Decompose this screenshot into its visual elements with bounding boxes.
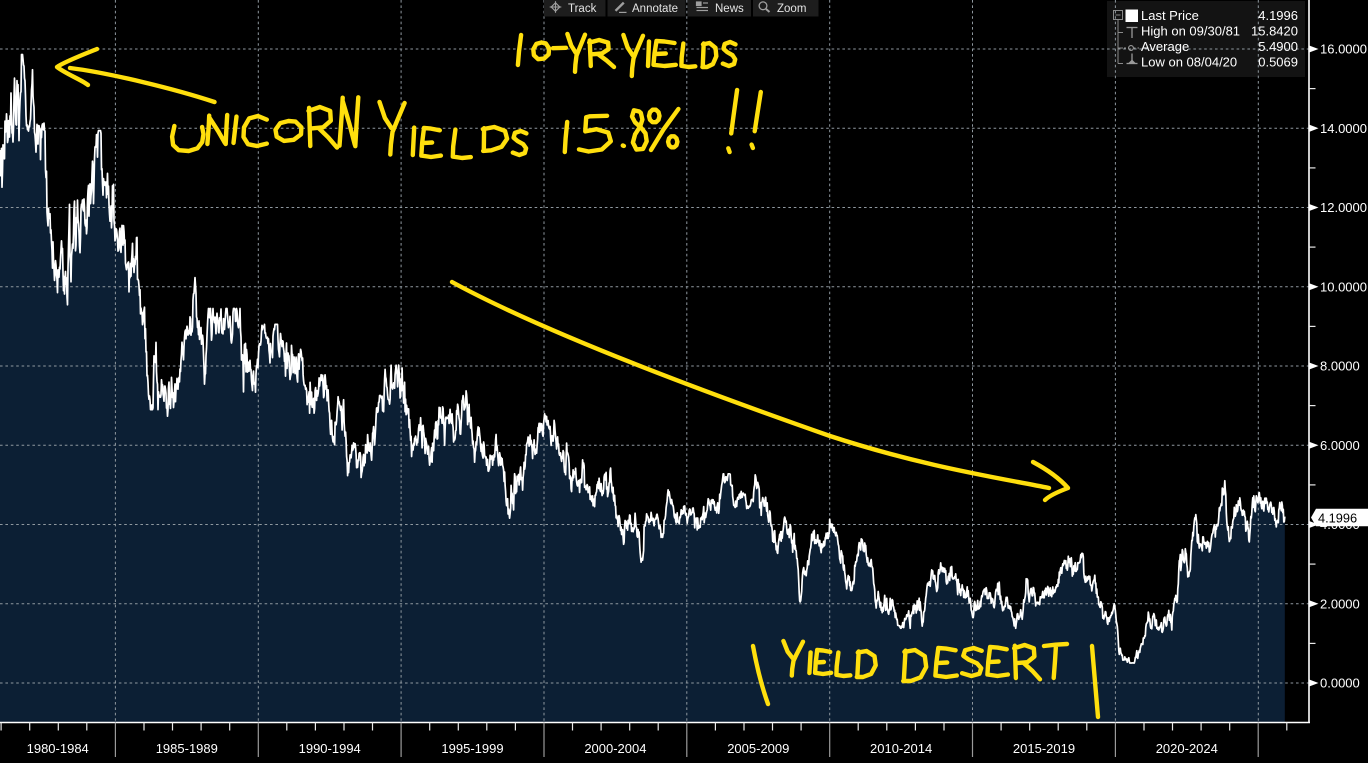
svg-text:1985-1989: 1985-1989	[156, 741, 218, 756]
svg-text:0.5069: 0.5069	[1258, 54, 1298, 69]
svg-text:Track: Track	[568, 3, 597, 15]
svg-text:1990-1994: 1990-1994	[299, 741, 361, 756]
svg-text:6.0000: 6.0000	[1320, 438, 1360, 453]
svg-text:News: News	[715, 3, 744, 15]
svg-text:12.0000: 12.0000	[1320, 200, 1367, 215]
svg-text:4.1996: 4.1996	[1318, 510, 1357, 525]
svg-text:16.0000: 16.0000	[1320, 42, 1367, 57]
svg-text:10.0000: 10.0000	[1320, 279, 1367, 294]
svg-text:14.0000: 14.0000	[1320, 121, 1367, 136]
svg-text:2005-2009: 2005-2009	[727, 741, 789, 756]
svg-text:15.8420: 15.8420	[1251, 24, 1298, 39]
svg-text:Annotate: Annotate	[632, 3, 678, 15]
svg-text:Average: Average	[1141, 39, 1189, 54]
svg-text:2.0000: 2.0000	[1320, 597, 1360, 612]
svg-text:2020-2024: 2020-2024	[1156, 741, 1218, 756]
svg-text:Zoom: Zoom	[777, 3, 806, 15]
svg-text:8.0000: 8.0000	[1320, 359, 1360, 374]
svg-text:Last Price: Last Price	[1141, 8, 1199, 23]
svg-text:5.4900: 5.4900	[1258, 39, 1298, 54]
svg-text:4.1996: 4.1996	[1258, 8, 1298, 23]
svg-text:High on 09/30/81: High on 09/30/81	[1141, 24, 1240, 39]
svg-text:2015-2019: 2015-2019	[1013, 741, 1075, 756]
svg-text:2010-2014: 2010-2014	[870, 741, 932, 756]
svg-text:1995-1999: 1995-1999	[441, 741, 503, 756]
svg-text:Low on 08/04/20: Low on 08/04/20	[1141, 54, 1237, 69]
svg-text:2000-2004: 2000-2004	[584, 741, 646, 756]
svg-text:0.0000: 0.0000	[1320, 676, 1360, 691]
svg-text:1980-1984: 1980-1984	[27, 741, 89, 756]
